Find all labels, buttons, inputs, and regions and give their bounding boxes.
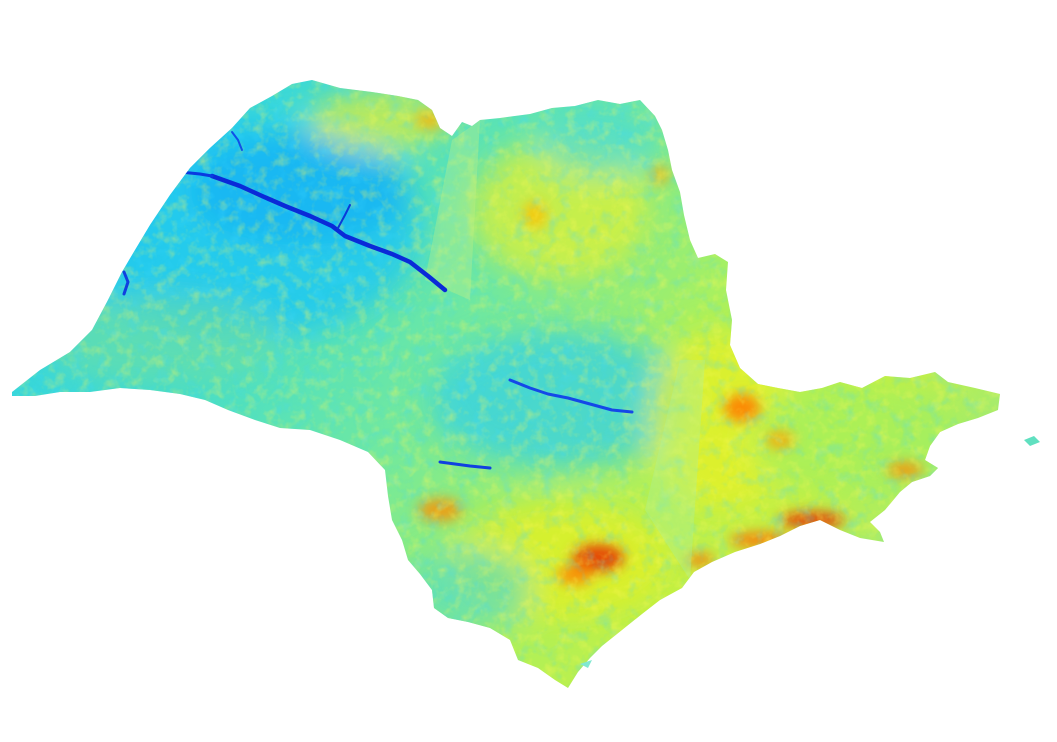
river-tiete [209, 173, 448, 293]
river-paranapanema [508, 378, 634, 414]
river-northwest-edge [231, 131, 243, 151]
island-south-coast [580, 660, 592, 668]
island-east [1024, 436, 1040, 446]
river-tributary-1 [337, 204, 351, 229]
swath-band-north [425, 120, 480, 300]
swath-band-south [645, 360, 705, 580]
river-tiete-upper [178, 170, 214, 178]
rivers [122, 131, 634, 470]
river-west-edge [122, 270, 130, 296]
river-south-reservoir [438, 460, 492, 470]
